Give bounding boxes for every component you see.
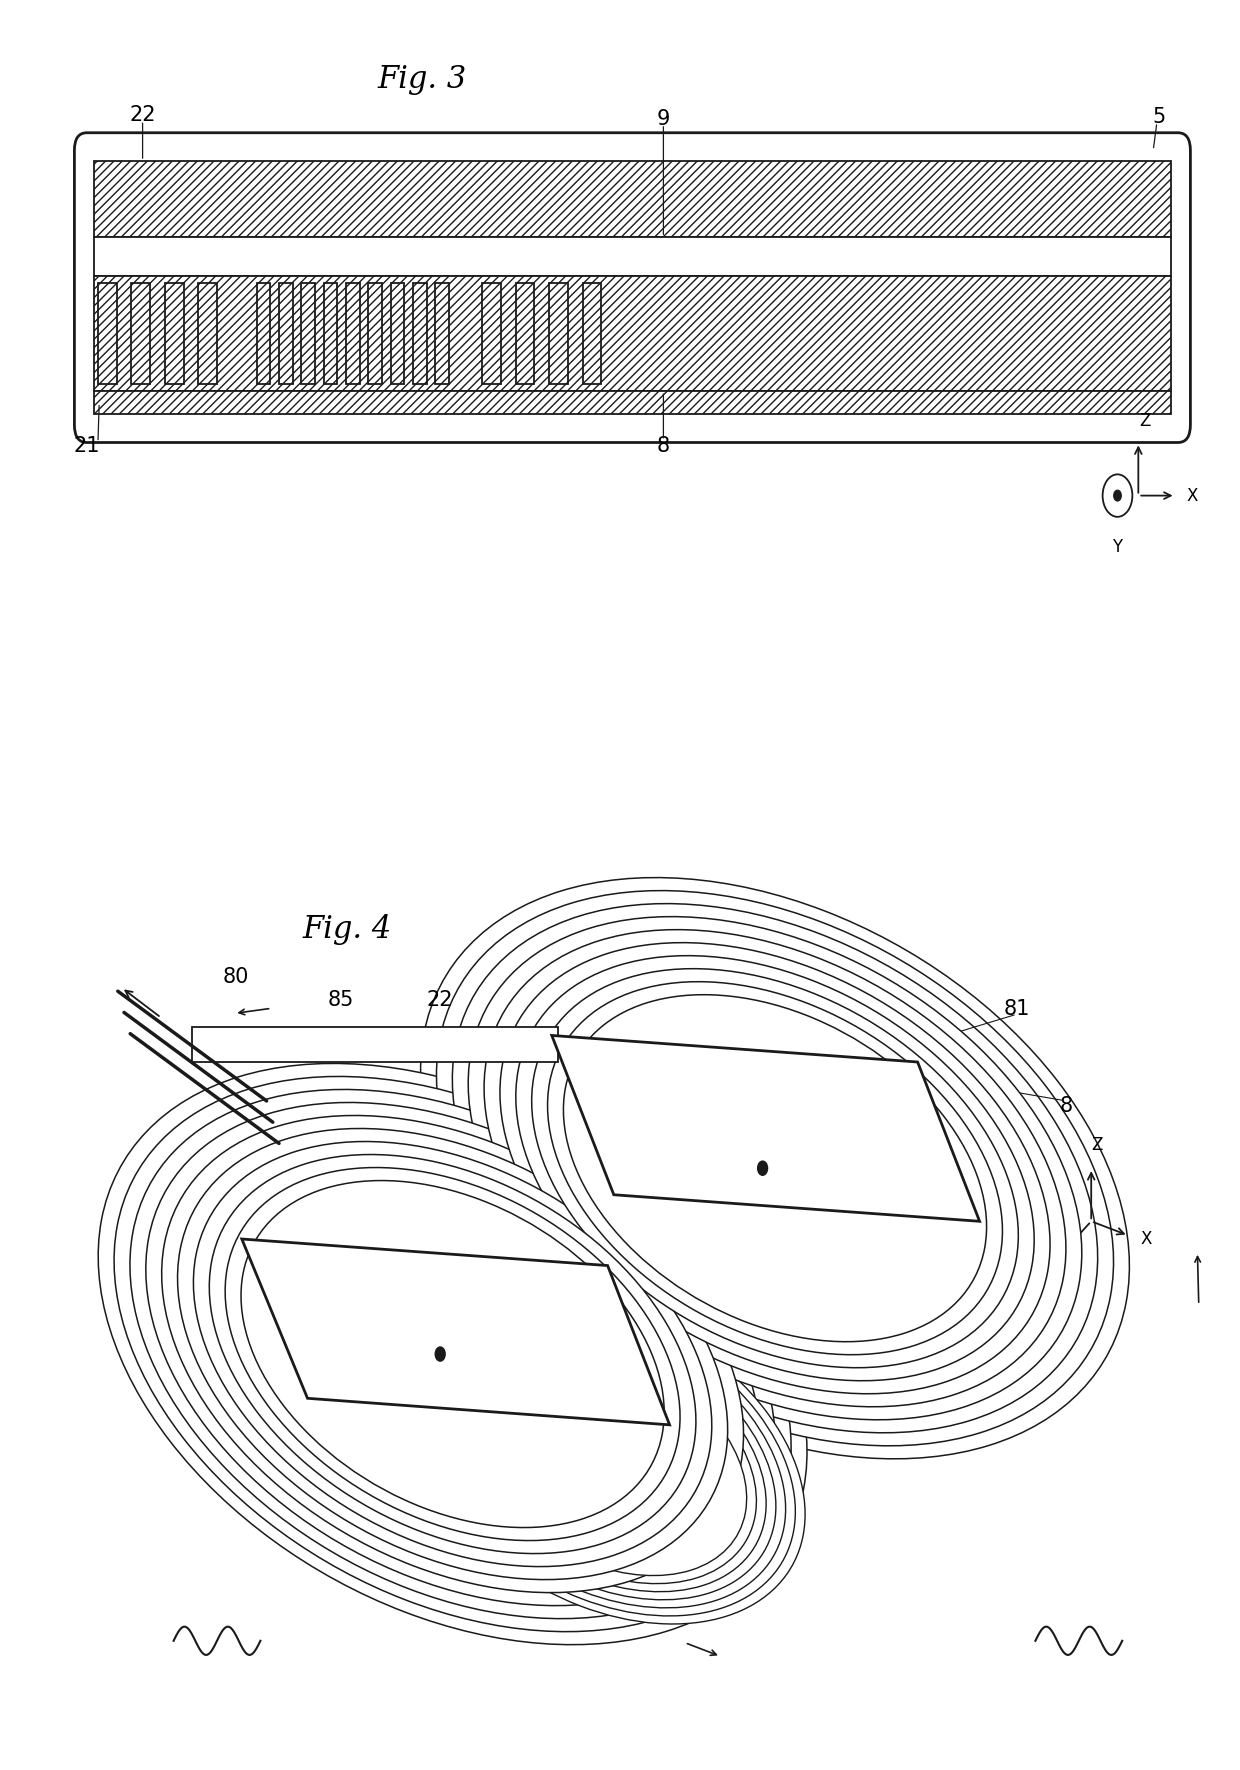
Polygon shape bbox=[192, 1027, 558, 1062]
Bar bbox=[279, 283, 293, 384]
Bar bbox=[368, 283, 382, 384]
Text: 9: 9 bbox=[657, 108, 670, 129]
Ellipse shape bbox=[548, 982, 1002, 1354]
Bar bbox=[435, 283, 449, 384]
Ellipse shape bbox=[484, 929, 1066, 1407]
Bar bbox=[346, 283, 360, 384]
Text: 8: 8 bbox=[1060, 1096, 1073, 1117]
Ellipse shape bbox=[500, 943, 1050, 1393]
Text: 83: 83 bbox=[544, 966, 572, 988]
Text: 8: 8 bbox=[657, 435, 670, 457]
Bar bbox=[131, 283, 150, 384]
Ellipse shape bbox=[563, 995, 987, 1342]
Text: 85: 85 bbox=[327, 989, 355, 1011]
Text: X: X bbox=[1187, 487, 1198, 504]
Ellipse shape bbox=[146, 1103, 759, 1605]
Ellipse shape bbox=[436, 890, 1114, 1446]
Bar bbox=[516, 283, 534, 384]
Text: Y: Y bbox=[1112, 538, 1122, 556]
Bar bbox=[94, 237, 1171, 276]
Bar bbox=[324, 283, 337, 384]
Ellipse shape bbox=[193, 1142, 712, 1566]
Circle shape bbox=[1114, 490, 1121, 501]
Bar bbox=[583, 283, 601, 384]
Ellipse shape bbox=[453, 904, 1097, 1432]
Bar bbox=[165, 283, 184, 384]
Text: 5: 5 bbox=[1153, 106, 1166, 127]
Bar bbox=[94, 276, 1171, 391]
Text: Fig. 3: Fig. 3 bbox=[377, 64, 466, 96]
Text: 80: 80 bbox=[222, 966, 249, 988]
Bar bbox=[482, 283, 501, 384]
Ellipse shape bbox=[210, 1154, 696, 1554]
Ellipse shape bbox=[130, 1090, 775, 1618]
Ellipse shape bbox=[532, 968, 1018, 1368]
Ellipse shape bbox=[420, 878, 1130, 1458]
Text: Z: Z bbox=[1091, 1136, 1104, 1154]
Bar bbox=[549, 283, 568, 384]
Circle shape bbox=[758, 1161, 768, 1175]
Ellipse shape bbox=[114, 1076, 791, 1632]
Polygon shape bbox=[552, 1035, 980, 1221]
Ellipse shape bbox=[410, 1296, 805, 1625]
Ellipse shape bbox=[429, 1313, 786, 1607]
Text: 84: 84 bbox=[619, 1556, 646, 1577]
Polygon shape bbox=[242, 1239, 670, 1425]
Ellipse shape bbox=[516, 956, 1034, 1381]
Ellipse shape bbox=[469, 1345, 746, 1575]
Ellipse shape bbox=[469, 917, 1081, 1420]
Ellipse shape bbox=[459, 1336, 756, 1584]
Ellipse shape bbox=[177, 1129, 728, 1579]
Bar bbox=[391, 283, 404, 384]
Text: 21: 21 bbox=[73, 435, 100, 457]
Ellipse shape bbox=[241, 1181, 665, 1528]
Text: Fig. 4: Fig. 4 bbox=[303, 913, 392, 945]
FancyBboxPatch shape bbox=[74, 133, 1190, 442]
Text: Y: Y bbox=[1035, 1264, 1047, 1283]
Text: 81: 81 bbox=[1003, 998, 1030, 1020]
Ellipse shape bbox=[439, 1320, 776, 1600]
Ellipse shape bbox=[420, 1304, 795, 1616]
Circle shape bbox=[435, 1347, 445, 1361]
Bar bbox=[198, 283, 217, 384]
Bar bbox=[257, 283, 270, 384]
Text: 22: 22 bbox=[427, 989, 454, 1011]
Ellipse shape bbox=[449, 1329, 766, 1591]
Ellipse shape bbox=[161, 1115, 744, 1593]
Ellipse shape bbox=[98, 1064, 807, 1644]
Text: 82: 82 bbox=[179, 1267, 206, 1289]
Text: X: X bbox=[1141, 1230, 1152, 1248]
Ellipse shape bbox=[226, 1168, 680, 1540]
Bar bbox=[94, 391, 1171, 414]
Bar bbox=[301, 283, 315, 384]
Bar bbox=[94, 161, 1171, 237]
Text: Z: Z bbox=[1138, 412, 1151, 430]
Bar bbox=[413, 283, 427, 384]
Bar bbox=[98, 283, 117, 384]
Text: 22: 22 bbox=[129, 104, 156, 126]
